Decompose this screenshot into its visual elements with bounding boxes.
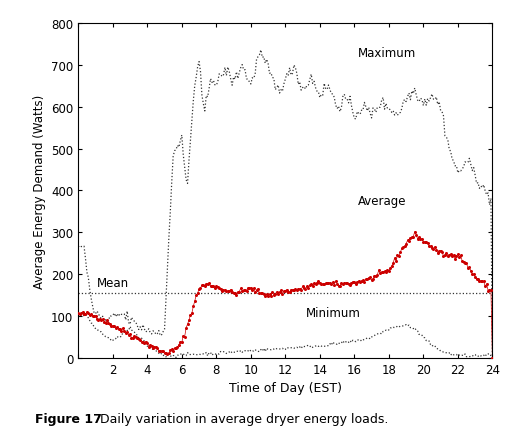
Text: Average: Average: [358, 195, 407, 208]
Text: Minimum: Minimum: [306, 307, 361, 319]
Y-axis label: Average Energy Demand (Watts): Average Energy Demand (Watts): [33, 94, 45, 288]
Text: Mean: Mean: [97, 276, 129, 289]
Text: Maximum: Maximum: [358, 46, 416, 59]
Text: .  Daily variation in average dryer energy loads.: . Daily variation in average dryer energ…: [88, 412, 389, 425]
Text: Figure 17: Figure 17: [35, 412, 102, 425]
X-axis label: Time of Day (EST): Time of Day (EST): [229, 381, 342, 395]
